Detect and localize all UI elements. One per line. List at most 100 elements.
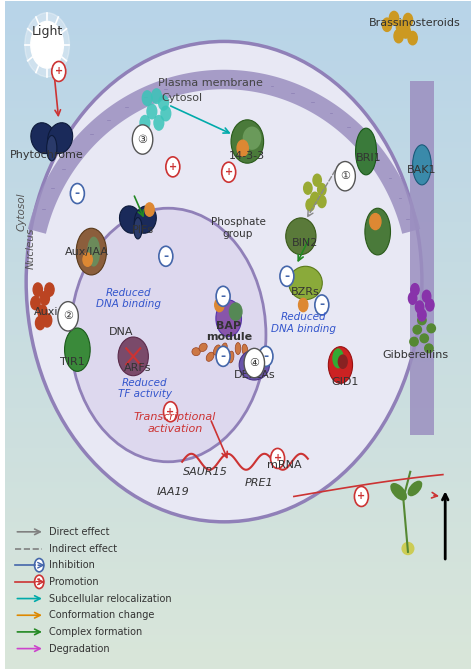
Bar xyxy=(5,542,471,549)
Ellipse shape xyxy=(46,135,57,161)
Text: Aux/IAA: Aux/IAA xyxy=(65,247,109,257)
Ellipse shape xyxy=(213,345,220,355)
Bar xyxy=(5,295,471,302)
Text: Phosphate
group: Phosphate group xyxy=(210,218,265,239)
Bar xyxy=(5,342,471,348)
Circle shape xyxy=(222,162,236,182)
Bar xyxy=(5,328,471,335)
Text: BAP
module: BAP module xyxy=(206,321,252,342)
Text: Auxin: Auxin xyxy=(34,307,65,317)
Circle shape xyxy=(370,214,381,230)
Circle shape xyxy=(151,88,162,104)
Text: DELLAs: DELLAs xyxy=(234,370,275,380)
Ellipse shape xyxy=(228,351,234,363)
Bar xyxy=(5,488,471,495)
Ellipse shape xyxy=(228,302,243,321)
Circle shape xyxy=(383,18,392,31)
Ellipse shape xyxy=(425,344,433,352)
Text: BIN2: BIN2 xyxy=(292,238,319,248)
Ellipse shape xyxy=(328,346,353,383)
Circle shape xyxy=(313,174,321,186)
Text: +: + xyxy=(169,162,177,172)
Ellipse shape xyxy=(135,206,156,233)
Bar xyxy=(5,168,471,175)
Circle shape xyxy=(159,247,173,266)
Bar xyxy=(5,395,471,402)
Circle shape xyxy=(401,25,410,38)
Bar xyxy=(5,242,471,249)
Bar xyxy=(5,595,471,602)
Ellipse shape xyxy=(286,218,316,255)
Bar xyxy=(5,68,471,75)
Bar xyxy=(5,502,471,509)
Circle shape xyxy=(166,157,180,177)
Bar xyxy=(5,121,471,128)
Text: ④: ④ xyxy=(249,358,259,368)
Text: ④: ④ xyxy=(245,358,259,373)
Circle shape xyxy=(310,192,319,204)
Circle shape xyxy=(142,90,153,106)
Bar xyxy=(5,615,471,622)
Bar xyxy=(5,208,471,215)
Circle shape xyxy=(40,291,49,305)
Circle shape xyxy=(315,295,329,315)
Circle shape xyxy=(280,266,294,286)
Ellipse shape xyxy=(76,228,107,275)
Bar xyxy=(5,322,471,328)
Bar xyxy=(5,141,471,148)
Ellipse shape xyxy=(408,480,422,496)
Ellipse shape xyxy=(239,350,269,380)
Ellipse shape xyxy=(231,120,264,163)
Ellipse shape xyxy=(31,123,56,153)
Bar xyxy=(5,662,471,669)
Bar xyxy=(5,369,471,375)
Ellipse shape xyxy=(356,128,376,175)
Text: +: + xyxy=(357,492,365,501)
Bar xyxy=(5,35,471,42)
Circle shape xyxy=(403,13,412,27)
Circle shape xyxy=(409,292,417,304)
Bar xyxy=(5,188,471,195)
Circle shape xyxy=(389,11,399,25)
Ellipse shape xyxy=(199,343,207,352)
Circle shape xyxy=(33,283,43,296)
Text: Brassinosteroids: Brassinosteroids xyxy=(369,17,461,27)
Bar xyxy=(5,302,471,308)
Bar xyxy=(5,442,471,448)
Text: ②: ② xyxy=(61,311,75,326)
Circle shape xyxy=(70,184,84,204)
Circle shape xyxy=(408,31,417,45)
Bar xyxy=(5,582,471,588)
Circle shape xyxy=(426,299,434,311)
Bar xyxy=(5,622,471,628)
Bar xyxy=(5,281,471,288)
Text: Indirect effect: Indirect effect xyxy=(49,543,118,553)
Bar xyxy=(5,8,471,15)
Text: ③: ③ xyxy=(136,134,149,149)
Circle shape xyxy=(216,286,230,306)
Bar xyxy=(5,355,471,362)
Text: BAK1: BAK1 xyxy=(407,165,437,174)
Text: mRNA: mRNA xyxy=(267,460,302,470)
Ellipse shape xyxy=(413,326,421,334)
Bar xyxy=(5,462,471,468)
Bar xyxy=(5,161,471,168)
Ellipse shape xyxy=(289,266,322,299)
Ellipse shape xyxy=(235,342,241,354)
Bar xyxy=(5,288,471,295)
Ellipse shape xyxy=(70,208,266,462)
Circle shape xyxy=(36,316,45,330)
Text: Phytochrome: Phytochrome xyxy=(10,150,84,160)
Bar xyxy=(5,495,471,502)
Text: Reduced
TF activity: Reduced TF activity xyxy=(118,378,172,399)
Bar xyxy=(5,1,471,8)
Circle shape xyxy=(259,346,273,366)
Ellipse shape xyxy=(402,543,414,555)
Bar xyxy=(5,409,471,415)
Text: Plasma membrane: Plasma membrane xyxy=(158,78,263,88)
Bar xyxy=(5,155,471,161)
Circle shape xyxy=(25,13,70,77)
Bar xyxy=(5,655,471,662)
Bar xyxy=(5,88,471,94)
Ellipse shape xyxy=(87,237,100,267)
